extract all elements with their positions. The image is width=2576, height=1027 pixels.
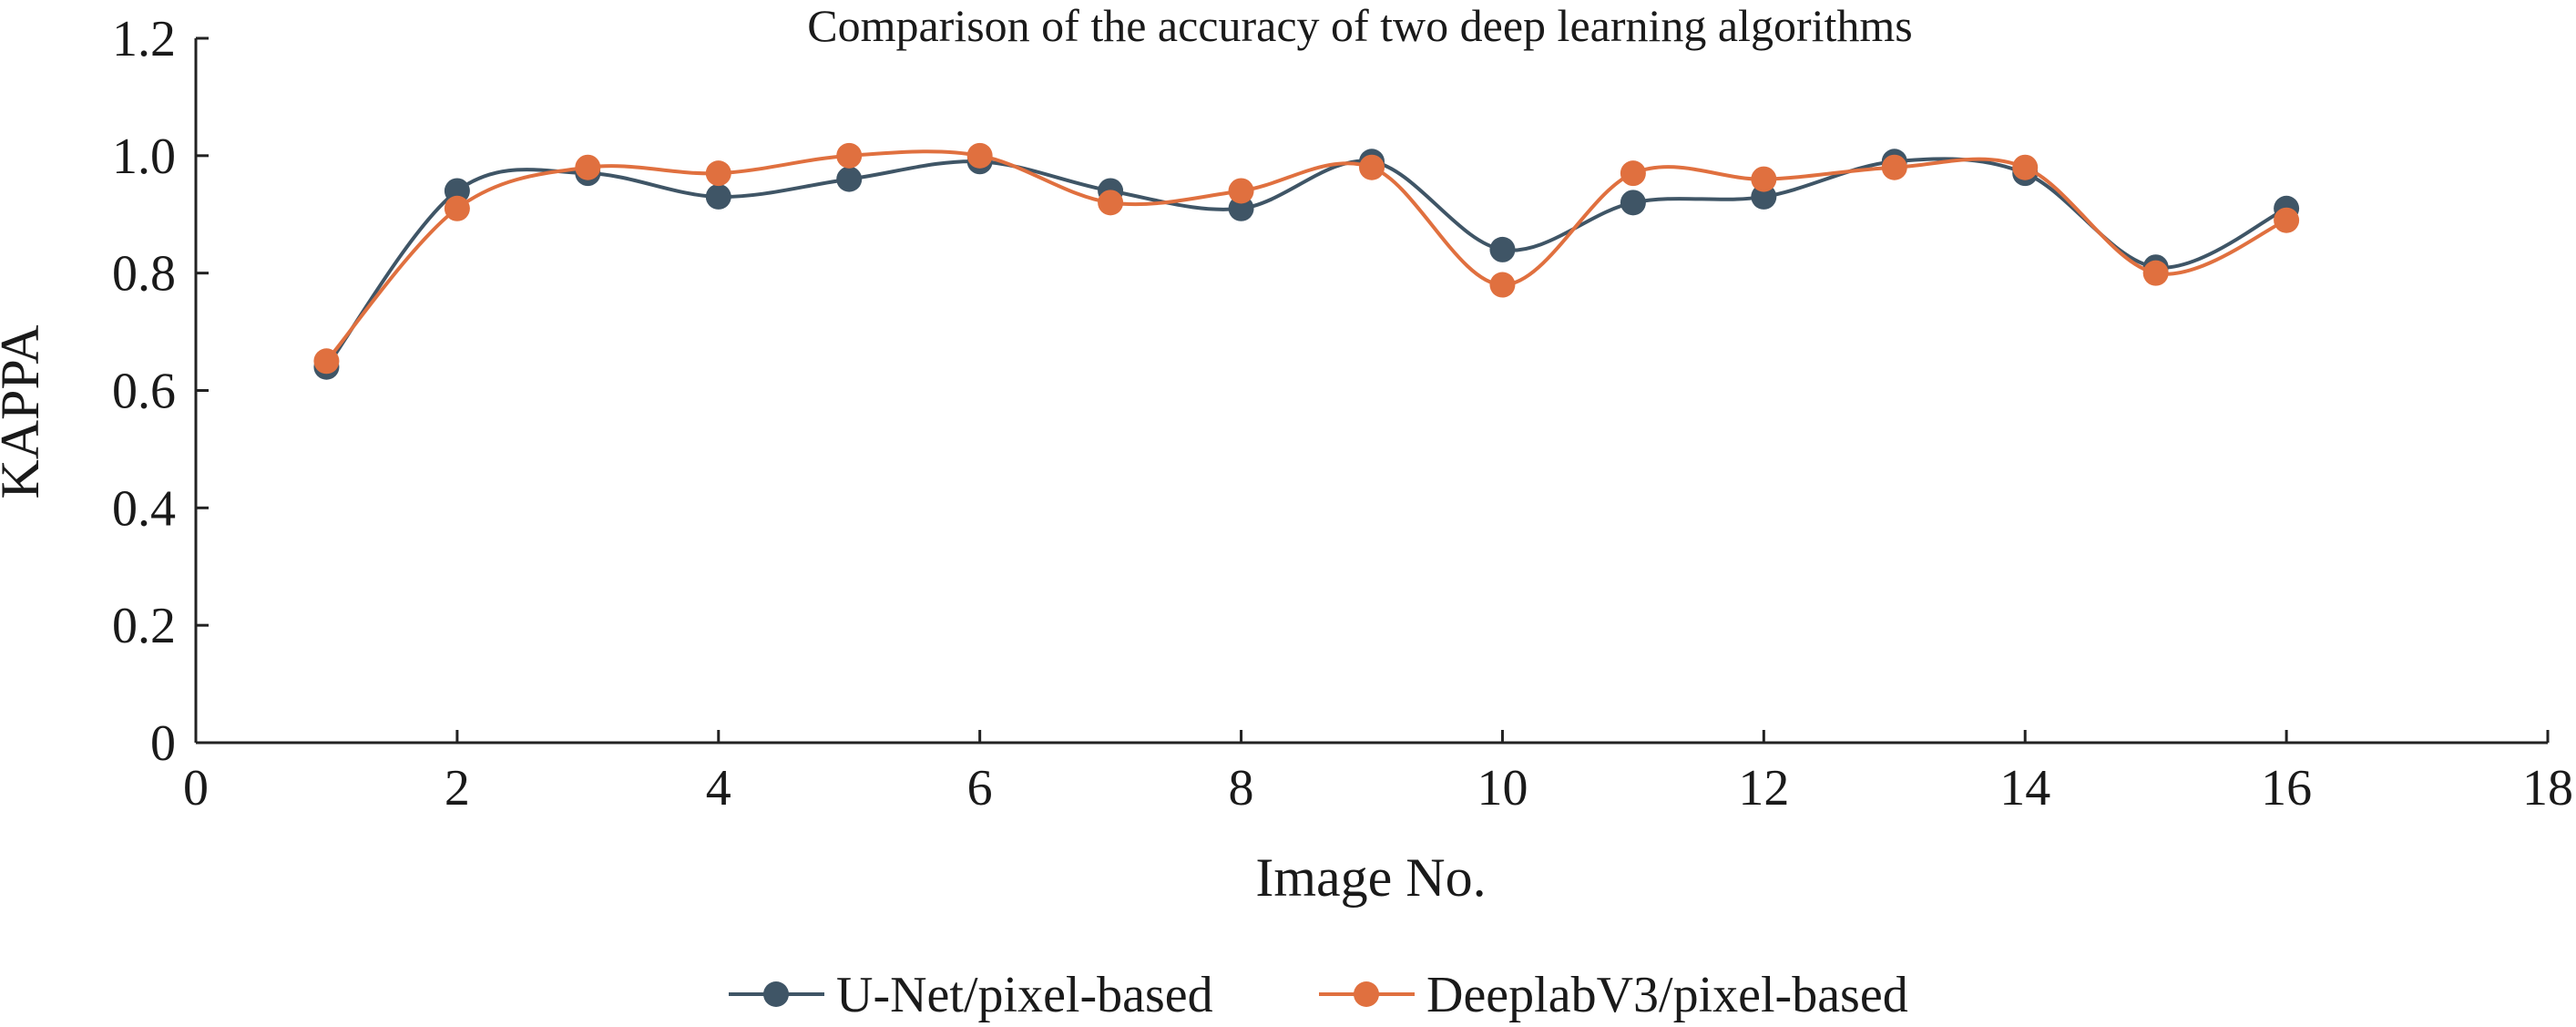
x-tick-label: 18 bbox=[2522, 760, 2573, 816]
y-tick-label: 0.8 bbox=[112, 246, 176, 303]
y-axis-title-group: KAPPA bbox=[0, 324, 50, 498]
x-tick-label: 8 bbox=[1229, 760, 1254, 816]
data-point-deeplab bbox=[313, 348, 340, 375]
data-point-deeplab bbox=[1489, 272, 1516, 298]
y-ticks: 0 0.2 0.4 0.6 0.8 1.0 1.2 bbox=[112, 11, 209, 772]
data-point-unet bbox=[1620, 190, 1646, 216]
data-point-deeplab bbox=[2274, 207, 2300, 233]
data-point-deeplab bbox=[1751, 166, 1777, 192]
x-tick-label: 16 bbox=[2261, 760, 2312, 816]
data-point-deeplab bbox=[1881, 154, 1907, 180]
series-deeplab bbox=[313, 142, 2300, 375]
data-point-deeplab bbox=[1098, 190, 1124, 216]
data-point-deeplab bbox=[575, 154, 601, 180]
y-tick-label: 0 bbox=[150, 715, 176, 772]
data-point-unet bbox=[444, 178, 470, 204]
y-tick-label: 0.6 bbox=[112, 364, 176, 420]
x-tick-label: 12 bbox=[1738, 760, 1789, 816]
data-point-deeplab bbox=[1228, 178, 1254, 204]
series-layer bbox=[313, 142, 2300, 380]
y-tick-label: 0.2 bbox=[112, 598, 176, 654]
legend-item-deeplab: DeeplabV3/pixel-based bbox=[1319, 967, 1908, 1023]
data-point-deeplab bbox=[1359, 154, 1385, 180]
data-point-deeplab bbox=[2012, 154, 2039, 180]
x-tick-label: 2 bbox=[445, 760, 470, 816]
series-line-deeplab bbox=[324, 149, 2287, 363]
y-tick-label: 1.0 bbox=[112, 128, 176, 185]
data-point-unet bbox=[1228, 195, 1254, 221]
legend-label-deeplab: DeeplabV3/pixel-based bbox=[1426, 967, 1908, 1023]
legend-marker-unet bbox=[763, 981, 789, 1007]
legend: U-Net/pixel-based DeeplabV3/pixel-based bbox=[729, 967, 1908, 1023]
data-point-deeplab bbox=[444, 195, 470, 221]
data-point-unet bbox=[1489, 236, 1516, 262]
data-point-deeplab bbox=[2142, 260, 2169, 286]
series-unet bbox=[313, 149, 2300, 380]
data-point-deeplab bbox=[966, 142, 993, 169]
data-point-unet bbox=[705, 183, 731, 210]
legend-marker-deeplab bbox=[1354, 981, 1379, 1007]
x-tick-label: 10 bbox=[1477, 760, 1528, 816]
x-tick-label: 0 bbox=[183, 760, 209, 816]
data-point-unet bbox=[836, 166, 863, 192]
data-point-unet bbox=[1751, 183, 1777, 210]
data-point-deeplab bbox=[836, 142, 863, 169]
data-point-deeplab bbox=[1620, 160, 1646, 187]
y-axis-title: KAPPA bbox=[0, 324, 50, 498]
y-tick-label: 1.2 bbox=[112, 11, 176, 67]
legend-item-unet: U-Net/pixel-based bbox=[729, 967, 1213, 1023]
x-ticks: 0 2 4 6 8 10 12 14 16 18 bbox=[183, 730, 2573, 816]
x-tick-label: 14 bbox=[1999, 760, 2050, 816]
y-tick-label: 0.4 bbox=[112, 480, 176, 537]
series-line-unet bbox=[324, 157, 2287, 368]
chart-title: Comparison of the accuracy of two deep l… bbox=[807, 0, 1913, 51]
x-axis-title: Image No. bbox=[1255, 847, 1486, 908]
x-tick-label: 6 bbox=[967, 760, 993, 816]
data-point-deeplab bbox=[705, 160, 731, 187]
legend-label-unet: U-Net/pixel-based bbox=[836, 967, 1213, 1023]
x-tick-label: 4 bbox=[706, 760, 731, 816]
